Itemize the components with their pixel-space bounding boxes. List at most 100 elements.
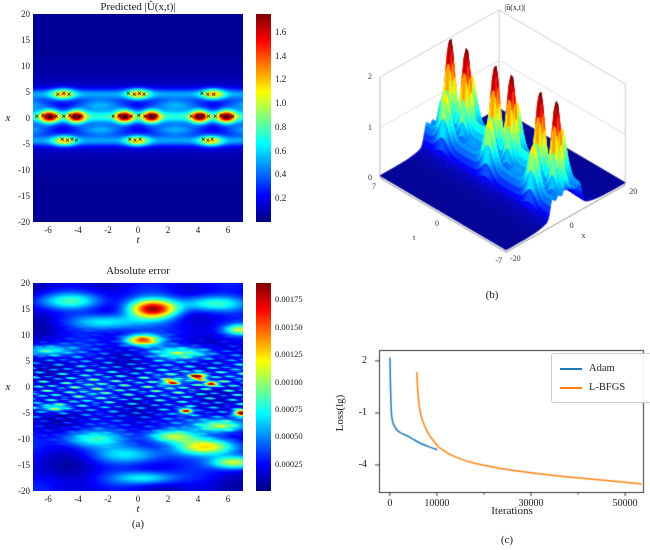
training-point-x-marker: × bbox=[111, 111, 116, 121]
abs-error-ylabel: x bbox=[5, 381, 11, 393]
training-point-x-marker: × bbox=[132, 136, 138, 146]
training-point-x-marker: × bbox=[69, 134, 75, 144]
training-point-x-marker: × bbox=[153, 111, 159, 121]
tick-label: x bbox=[581, 231, 586, 241]
tick-label: 0 bbox=[387, 498, 393, 509]
tick-label: -5 bbox=[22, 139, 31, 149]
tick-label: -4 bbox=[358, 458, 367, 470]
tick-label: 1 bbox=[368, 122, 372, 132]
tick-label: 20 bbox=[21, 9, 30, 19]
tick-label: -10 bbox=[18, 434, 30, 444]
tick-label: -20 bbox=[18, 217, 30, 227]
training-point-x-marker: × bbox=[225, 111, 230, 121]
training-point-x-marker: × bbox=[138, 135, 143, 145]
predicted-heatmap-canvas bbox=[33, 14, 243, 222]
tick-label: 0.6 bbox=[275, 145, 287, 156]
tick-label: -7 bbox=[495, 256, 502, 266]
tick-label: 2 bbox=[165, 225, 171, 235]
training-point-x-marker: × bbox=[148, 111, 154, 121]
tick-label: 2 bbox=[165, 494, 171, 504]
training-point-x-marker: × bbox=[142, 112, 148, 122]
training-point-x-marker: × bbox=[67, 111, 73, 121]
loss-legend: Adam L-BFGS bbox=[551, 353, 650, 403]
tick-label: 0 bbox=[135, 225, 141, 235]
training-point-x-marker: × bbox=[78, 111, 83, 121]
abs-error-xlabel: t bbox=[136, 503, 140, 515]
training-point-x-marker: × bbox=[201, 134, 206, 144]
tick-label: 4 bbox=[195, 225, 201, 235]
tick-label: 4 bbox=[195, 494, 201, 504]
training-point-x-marker: × bbox=[54, 111, 59, 121]
tick-label: 0 bbox=[25, 113, 31, 123]
tick-label: 0.4 bbox=[275, 169, 287, 180]
tick-label: 10 bbox=[21, 61, 30, 71]
tick-label: 10 bbox=[21, 330, 30, 340]
caption-c: (c) bbox=[500, 534, 514, 546]
training-point-x-marker: × bbox=[60, 134, 65, 144]
abs-error-heatmap-canvas bbox=[33, 283, 243, 491]
training-point-x-marker: × bbox=[61, 88, 67, 98]
training-point-x-marker: × bbox=[211, 90, 217, 100]
tick-label: -6 bbox=[44, 225, 52, 235]
training-point-x-marker: × bbox=[189, 111, 194, 121]
training-point-x-marker: × bbox=[129, 111, 134, 121]
tick-label: 6 bbox=[225, 494, 231, 504]
legend-item-lbfgs: L-BFGS bbox=[560, 378, 646, 397]
training-point-x-marker: × bbox=[127, 135, 133, 145]
training-point-x-marker: × bbox=[40, 111, 46, 121]
tick-label: 1.6 bbox=[275, 26, 287, 37]
tick-label: 1.4 bbox=[275, 50, 287, 61]
tick-label: 1.0 bbox=[275, 98, 287, 109]
tick-label: 0.8 bbox=[275, 121, 287, 132]
tick-label: 5 bbox=[25, 356, 31, 366]
tick-label: -20 bbox=[18, 486, 30, 496]
tick-label: 0 bbox=[435, 219, 439, 229]
tick-label: 1.2 bbox=[275, 74, 287, 85]
training-point-x-marker: × bbox=[213, 112, 218, 122]
tick-label: -15 bbox=[18, 191, 30, 201]
tick-label: -2 bbox=[104, 225, 112, 235]
tick-label: 50000 bbox=[612, 498, 638, 509]
training-point-x-marker: × bbox=[206, 111, 211, 121]
training-point-x-marker: × bbox=[199, 89, 205, 99]
tick-label: -4 bbox=[74, 494, 82, 504]
tick-label: 2 bbox=[362, 354, 367, 366]
training-point-x-marker: × bbox=[195, 112, 200, 122]
lbfgs-label: L-BFGS bbox=[589, 382, 626, 393]
training-point-x-marker: × bbox=[137, 88, 142, 98]
tick-label: -5 bbox=[22, 408, 31, 418]
tick-label: -15 bbox=[18, 460, 30, 470]
tick-label: 0 bbox=[368, 173, 372, 182]
predicted-colorbar bbox=[256, 14, 271, 222]
tick-label: -6 bbox=[44, 494, 52, 504]
training-point-x-marker: × bbox=[34, 111, 40, 121]
tick-label: 10000 bbox=[424, 498, 450, 509]
training-point-x-marker: × bbox=[230, 112, 235, 122]
tick-label: 15 bbox=[21, 304, 30, 314]
training-point-x-marker: × bbox=[205, 136, 211, 146]
tick-label: 0.00125 bbox=[275, 349, 303, 360]
training-point-x-marker: × bbox=[117, 111, 122, 121]
training-point-x-marker: × bbox=[66, 90, 72, 100]
tick-label: 0.00150 bbox=[275, 321, 303, 332]
training-point-x-marker: × bbox=[55, 90, 61, 100]
tick-label: -20 bbox=[510, 254, 521, 264]
caption-b: (b) bbox=[485, 289, 499, 301]
adam-label: Adam bbox=[589, 363, 615, 374]
tick-label: -4 bbox=[74, 225, 82, 235]
training-point-x-marker: × bbox=[132, 89, 137, 99]
predicted-ylabel: x bbox=[5, 112, 11, 124]
tick-label: -1 bbox=[358, 406, 367, 418]
tick-label: 15 bbox=[21, 35, 30, 45]
training-point-x-marker: × bbox=[210, 135, 215, 145]
tick-label: 0.00075 bbox=[275, 403, 303, 414]
training-point-x-marker: × bbox=[141, 90, 147, 100]
tick-label: 0.00175 bbox=[275, 294, 303, 305]
predicted-xlabel: t bbox=[136, 234, 140, 246]
loss-xlabel: Iterations bbox=[491, 505, 533, 517]
training-point-x-marker: × bbox=[48, 112, 53, 122]
caption-a: (a) bbox=[131, 518, 145, 530]
tick-label: 7 bbox=[372, 182, 376, 191]
training-point-x-marker: × bbox=[126, 89, 131, 99]
tick-label: 0.00025 bbox=[275, 458, 303, 469]
